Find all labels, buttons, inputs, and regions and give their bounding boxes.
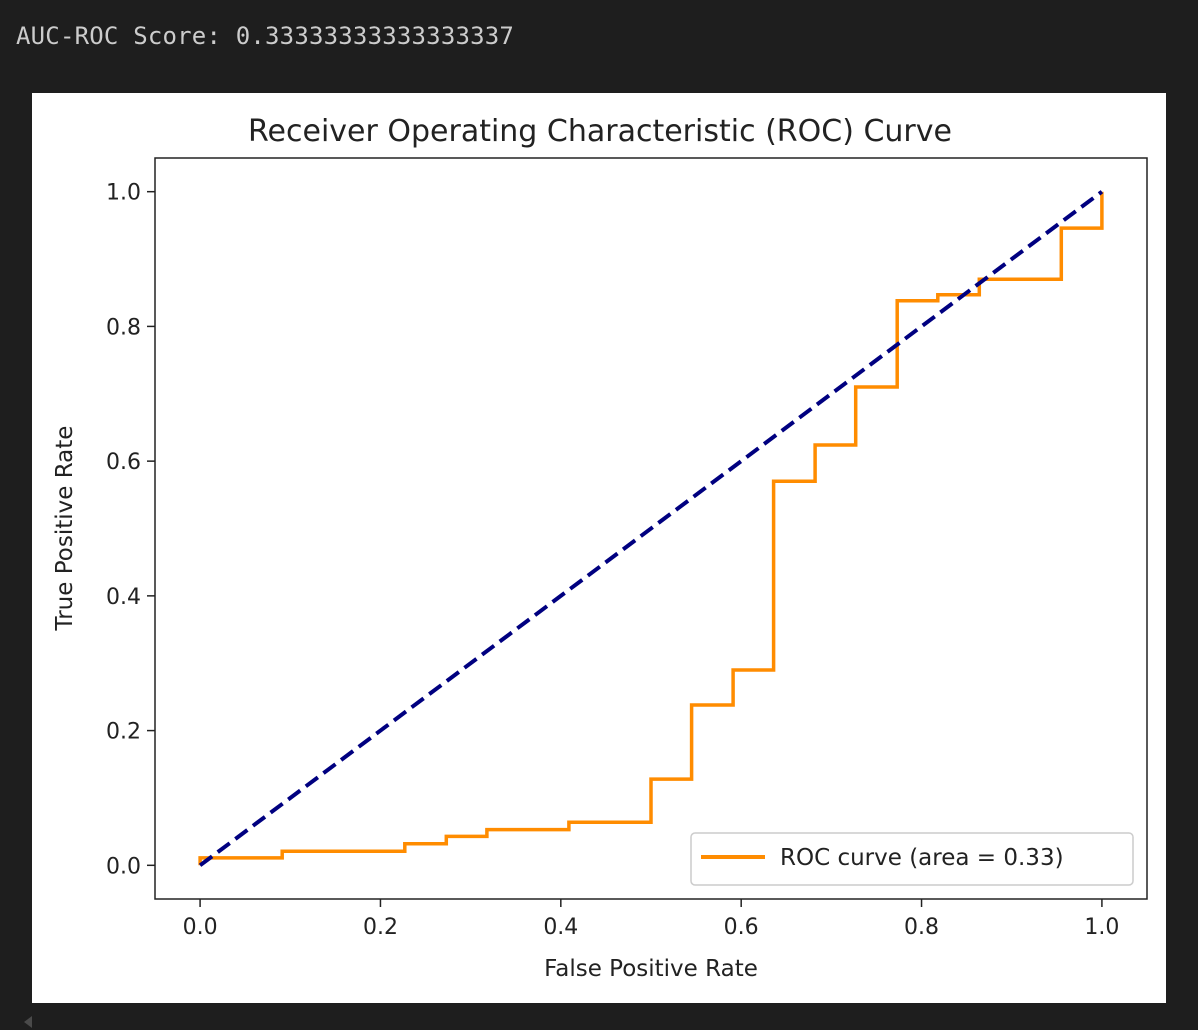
- y-tick-label: 0.4: [106, 585, 141, 610]
- roc-figure: Receiver Operating Characteristic (ROC) …: [32, 93, 1166, 1003]
- roc-curve-line: [198, 191, 1104, 866]
- ticks-layer: 0.0 0.2 0.4 0.6 0.8 1.0 0.0 0.2 0.4 0.6 0.8 1.0: [106, 181, 1119, 940]
- x-tick-label: 1.0: [1084, 915, 1119, 940]
- legend-box: [690, 832, 1134, 886]
- y-tick-label: 1.0: [106, 181, 141, 206]
- x-tick-label: 0.8: [904, 915, 939, 940]
- x-tick-label: 0.6: [724, 915, 759, 940]
- y-tick-label: 0.2: [106, 720, 141, 745]
- y-axis-label: True Positive Rate: [52, 426, 78, 632]
- x-tick-label: 0.4: [543, 915, 578, 940]
- plot-layer: [198, 190, 1104, 867]
- y-tick-label: 0.0: [106, 854, 141, 879]
- scroll-left-icon[interactable]: [24, 1016, 32, 1028]
- output-text: AUC-ROC Score: 0.33333333333333337: [16, 22, 515, 50]
- x-tick-label: 0.0: [183, 915, 218, 940]
- y-tick-label: 0.8: [106, 315, 141, 340]
- chart-title: Receiver Operating Characteristic (ROC) …: [248, 114, 952, 149]
- diagonal-reference-line: [198, 190, 1104, 867]
- x-tick-label: 0.2: [363, 915, 398, 940]
- y-tick-label: 0.6: [106, 450, 141, 475]
- legend: ROC curve (area = 0.33): [690, 832, 1134, 886]
- roc-chart: Receiver Operating Characteristic (ROC) …: [52, 114, 1148, 982]
- legend-label-roc-curve: ROC curve (area = 0.33): [780, 845, 1064, 871]
- x-axis-label: False Positive Rate: [544, 956, 758, 982]
- plot-area-frame: [154, 157, 1148, 900]
